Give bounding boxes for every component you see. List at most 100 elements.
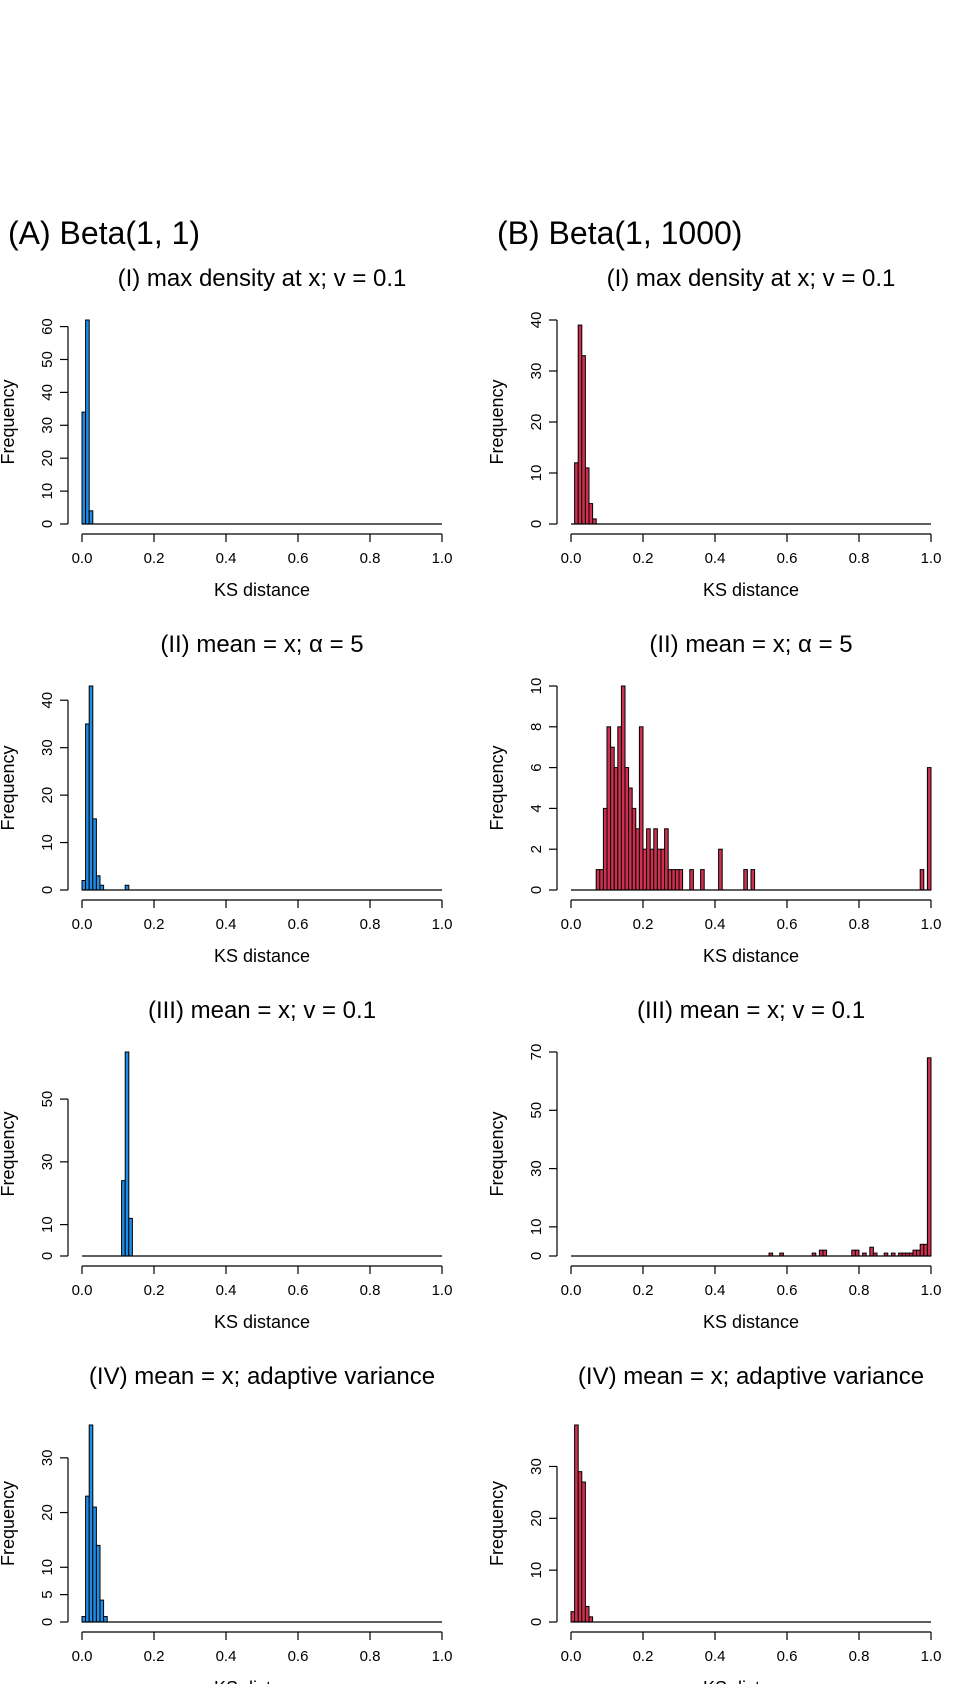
x-tick-label: 1.0 xyxy=(921,1282,942,1299)
histogram-bar xyxy=(99,1599,105,1623)
y-tick-label: 2 xyxy=(528,845,545,853)
y-tick-label: 20 xyxy=(528,1510,545,1527)
x-axis-label: KS distance xyxy=(214,946,310,966)
y-axis-label: Frequency xyxy=(487,379,507,464)
histogram-bar xyxy=(574,462,579,525)
x-tick-label: 0.0 xyxy=(72,1648,93,1665)
x-tick-label: 0.2 xyxy=(633,1282,654,1299)
x-tick-label: 0.0 xyxy=(72,1282,93,1299)
histogram-bar xyxy=(689,869,694,891)
y-tick-label: 20 xyxy=(39,450,56,467)
y-axis-label: Frequency xyxy=(0,1111,18,1196)
y-tick-label: 8 xyxy=(528,723,545,731)
histogram-bar xyxy=(617,726,622,891)
x-tick-label: 0.2 xyxy=(633,550,654,567)
y-tick-label: 30 xyxy=(39,1154,56,1171)
x-tick-label: 0.6 xyxy=(777,916,798,933)
y-axis-label: Frequency xyxy=(0,745,18,830)
x-tick-label: 0.4 xyxy=(216,1648,237,1665)
y-tick-label: 30 xyxy=(39,739,56,756)
histogram-bar xyxy=(660,848,666,891)
x-tick-label: 0.8 xyxy=(360,1282,381,1299)
histogram-bar xyxy=(88,1424,94,1623)
panel-title: (II) mean = x; α = 5 xyxy=(160,631,363,658)
histogram-bar xyxy=(584,1605,590,1623)
y-tick-label: 50 xyxy=(39,351,56,368)
x-tick-label: 0.4 xyxy=(705,916,726,933)
histogram-bar xyxy=(923,1243,928,1257)
histogram-bar xyxy=(656,848,662,891)
histogram-bar xyxy=(912,1249,918,1257)
panel-title: (III) mean = x; v = 0.1 xyxy=(148,997,376,1024)
x-axis-label: KS distance xyxy=(214,1312,310,1332)
y-tick-label: 40 xyxy=(39,384,56,401)
histogram-bar xyxy=(606,726,612,891)
x-tick-label: 0.6 xyxy=(777,1648,798,1665)
histogram-bar xyxy=(628,787,633,891)
x-tick-label: 1.0 xyxy=(921,916,942,933)
histogram-bar xyxy=(581,355,586,525)
x-tick-label: 1.0 xyxy=(432,1648,453,1665)
x-axis-label: KS distance xyxy=(703,1312,799,1332)
panel-title: (IV) mean = x; adaptive variance xyxy=(578,1363,924,1390)
panel-title: (I) max density at x; v = 0.1 xyxy=(118,265,407,292)
histogram-bar xyxy=(121,1180,126,1257)
histogram-bar xyxy=(577,1471,583,1623)
y-tick-label: 30 xyxy=(528,363,545,380)
histogram-bar xyxy=(595,869,601,891)
y-tick-label: 50 xyxy=(528,1102,545,1119)
y-axis-label: Frequency xyxy=(487,1481,507,1566)
y-tick-label: 5 xyxy=(39,1590,56,1598)
histogram-bar xyxy=(95,875,101,891)
histogram-bar xyxy=(822,1249,828,1257)
y-tick-label: 0 xyxy=(528,1252,545,1260)
histogram-bar xyxy=(81,880,87,891)
x-tick-label: 0.0 xyxy=(561,916,582,933)
x-tick-label: 0.6 xyxy=(288,1648,309,1665)
panel-title: (III) mean = x; v = 0.1 xyxy=(637,997,865,1024)
y-tick-label: 70 xyxy=(528,1044,545,1061)
histogram-bar xyxy=(653,828,658,891)
histogram-panel: (III) mean = x; v = 0.1 0.0 0.2 0.4 0.6 0.8 1.… xyxy=(0,997,452,1332)
histogram-bar xyxy=(869,1246,874,1257)
histogram-bar xyxy=(592,518,597,525)
histogram-panel: (I) max density at x; v = 0.1 0.0 0.2 0.4 0.… xyxy=(0,265,452,600)
histogram-bar xyxy=(671,869,676,891)
x-axis-label: KS distance xyxy=(214,1678,310,1684)
histogram-bar xyxy=(642,848,648,891)
histogram-bar xyxy=(610,746,615,891)
histogram-bar xyxy=(926,767,932,891)
histogram-bar xyxy=(649,848,655,891)
histogram-bar xyxy=(85,319,90,525)
histogram-bar xyxy=(124,884,130,891)
histogram-bar xyxy=(667,869,673,891)
y-tick-label: 4 xyxy=(528,804,545,812)
histogram-bar xyxy=(700,869,705,891)
x-axis-label: KS distance xyxy=(703,1678,799,1684)
x-tick-label: 0.6 xyxy=(288,550,309,567)
y-tick-label: 0 xyxy=(39,886,56,894)
x-tick-label: 0.2 xyxy=(144,1282,165,1299)
x-tick-label: 0.4 xyxy=(216,916,237,933)
x-tick-label: 1.0 xyxy=(432,1282,453,1299)
x-tick-label: 0.4 xyxy=(705,550,726,567)
y-axis-label: Frequency xyxy=(487,1111,507,1196)
histogram-bar xyxy=(88,510,94,525)
histogram-panel: (IV) mean = x; adaptive variance 0.0 0.2 0.… xyxy=(0,1363,452,1684)
x-tick-label: 0.2 xyxy=(633,916,654,933)
histogram-bar xyxy=(577,324,583,525)
x-tick-label: 0.8 xyxy=(360,916,381,933)
x-tick-label: 0.6 xyxy=(777,1282,798,1299)
histogram-bar xyxy=(818,1249,824,1257)
panel-title: (I) max density at x; v = 0.1 xyxy=(607,265,896,292)
x-tick-label: 0.2 xyxy=(144,1648,165,1665)
y-tick-label: 10 xyxy=(528,678,545,695)
y-tick-label: 30 xyxy=(39,1449,56,1466)
x-tick-label: 0.2 xyxy=(144,916,165,933)
y-tick-label: 10 xyxy=(528,1562,545,1579)
panel-title: (IV) mean = x; adaptive variance xyxy=(89,1363,435,1390)
x-tick-label: 0.0 xyxy=(561,1282,582,1299)
x-tick-label: 1.0 xyxy=(432,916,453,933)
x-tick-label: 0.4 xyxy=(705,1648,726,1665)
histogram-bar xyxy=(631,807,637,891)
